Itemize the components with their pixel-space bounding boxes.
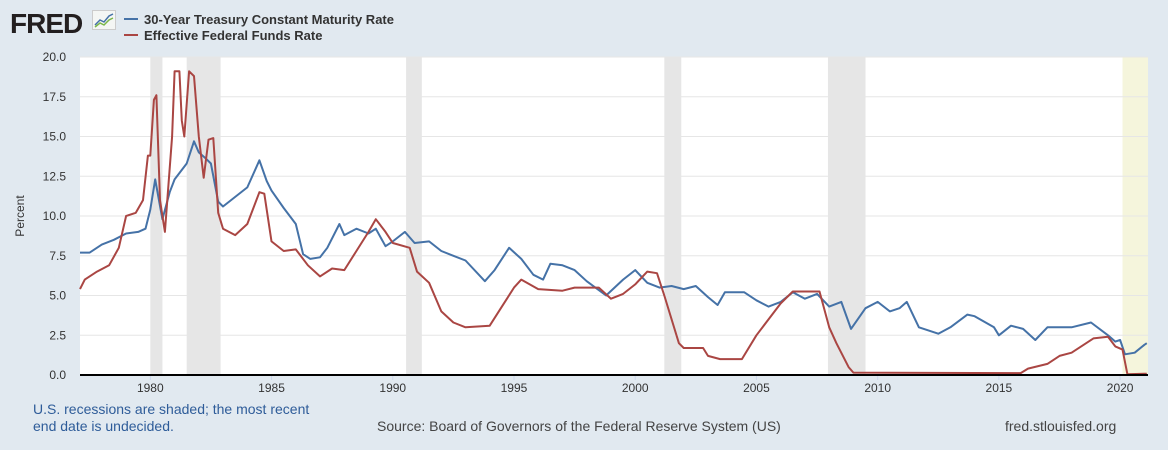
treasury-line — [80, 140, 1148, 356]
legend-item-treasury[interactable]: 30-Year Treasury Constant Maturity Rate — [124, 11, 394, 27]
y-tick-label: 12.5 — [43, 169, 67, 183]
x-tick-label: 2000 — [622, 381, 649, 395]
x-tick-label: 2005 — [743, 381, 770, 395]
y-tick-label: 10.0 — [43, 209, 67, 223]
x-tick-label: 1990 — [379, 381, 406, 395]
y-axis-label: Percent — [13, 195, 27, 237]
legend-label: 30-Year Treasury Constant Maturity Rate — [144, 11, 394, 27]
x-tick-label: 2010 — [864, 381, 891, 395]
chart-icon — [92, 10, 116, 30]
legend-swatch — [124, 34, 138, 36]
source-text: Source: Board of Governors of the Federa… — [377, 418, 781, 434]
x-tick-label: 2020 — [1107, 381, 1134, 395]
legend-item-fedfunds[interactable]: Effective Federal Funds Rate — [124, 27, 394, 43]
site-link[interactable]: fred.stlouisfed.org — [1005, 418, 1117, 434]
x-tick-label: 1995 — [501, 381, 528, 395]
fedfunds-line — [79, 70, 1147, 376]
x-tick-label: 2015 — [986, 381, 1013, 395]
y-tick-label: 7.5 — [49, 249, 66, 263]
x-tick-label: 1985 — [258, 381, 285, 395]
legend: 30-Year Treasury Constant Maturity Rate … — [124, 11, 394, 43]
x-tick-label: 1980 — [137, 381, 164, 395]
y-tick-label: 5.0 — [49, 289, 66, 303]
y-tick-label: 15.0 — [43, 130, 67, 144]
y-tick-label: 0.0 — [49, 368, 66, 382]
fred-logo[interactable]: FRED — [10, 8, 83, 39]
legend-swatch — [124, 18, 138, 20]
legend-label: Effective Federal Funds Rate — [144, 27, 323, 43]
y-tick-label: 17.5 — [43, 90, 67, 104]
recession-note: U.S. recessions are shaded; the most rec… — [33, 401, 310, 434]
y-tick-label: 20.0 — [43, 50, 67, 64]
y-tick-label: 2.5 — [49, 328, 66, 342]
